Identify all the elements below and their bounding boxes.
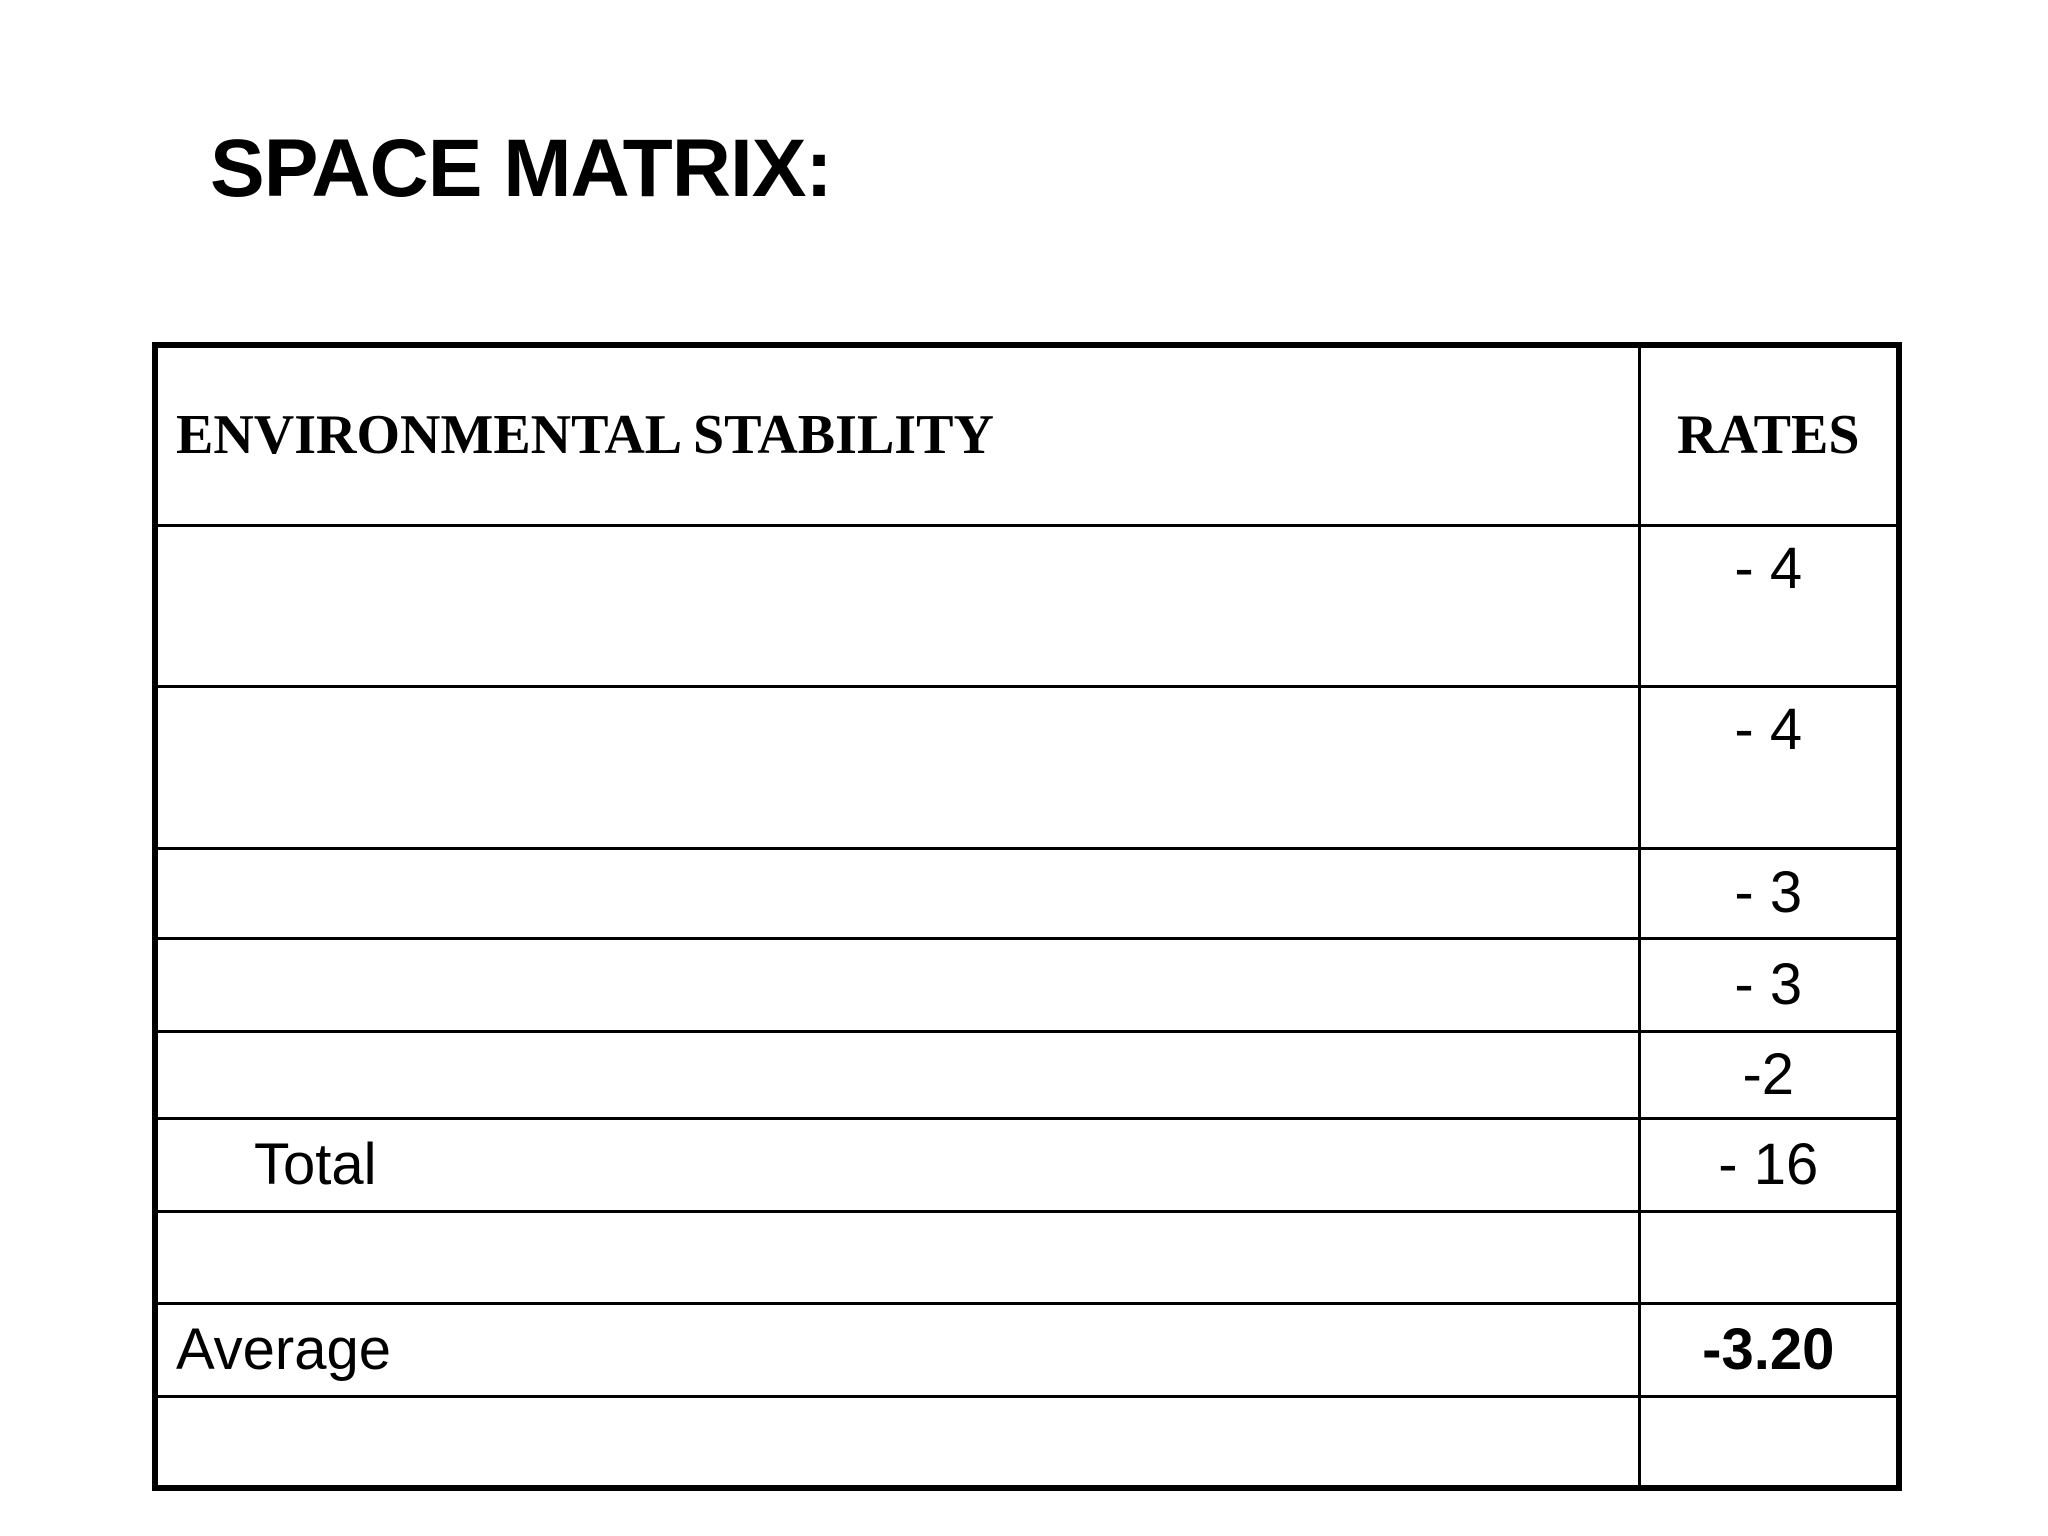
factor-cell: [153, 523, 1641, 688]
total-row: Total - 16: [153, 1116, 1901, 1213]
empty-row: [153, 1394, 1901, 1490]
factor-cell: [153, 1029, 1641, 1120]
average-row: Average -3.20: [153, 1301, 1901, 1398]
rate-cell: - 3: [1637, 846, 1901, 940]
rate-cell: [1637, 1209, 1901, 1305]
table-row: - 4: [153, 684, 1901, 850]
factor-cell: [153, 936, 1641, 1033]
space-matrix-table: ENVIRONMENTAL STABILITY RATES - 4 - 4 - …: [152, 342, 1902, 1491]
total-label-cell: Total: [153, 1116, 1641, 1213]
factor-cell: [153, 684, 1641, 850]
table-row: - 3: [153, 846, 1901, 940]
rate-cell: - 4: [1637, 684, 1901, 850]
table-header-row: ENVIRONMENTAL STABILITY RATES: [153, 343, 1901, 527]
rates-header-cell: RATES: [1637, 343, 1901, 527]
table-row: - 4: [153, 523, 1901, 688]
rate-cell: - 3: [1637, 936, 1901, 1033]
rate-cell: - 4: [1637, 523, 1901, 688]
factor-cell: [153, 846, 1641, 940]
factor-cell: [153, 1209, 1641, 1305]
factor-cell: [153, 1394, 1641, 1490]
table-row: - 3: [153, 936, 1901, 1033]
table-row: -2: [153, 1029, 1901, 1120]
rate-cell: -2: [1637, 1029, 1901, 1120]
environmental-stability-header-cell: ENVIRONMENTAL STABILITY: [153, 343, 1641, 527]
average-rate-cell: -3.20: [1637, 1301, 1901, 1398]
page-title: SPACE MATRIX:: [210, 123, 833, 214]
total-rate-cell: - 16: [1637, 1116, 1901, 1213]
empty-row: [153, 1209, 1901, 1305]
average-label-cell: Average: [153, 1301, 1641, 1398]
rate-cell: [1637, 1394, 1901, 1490]
